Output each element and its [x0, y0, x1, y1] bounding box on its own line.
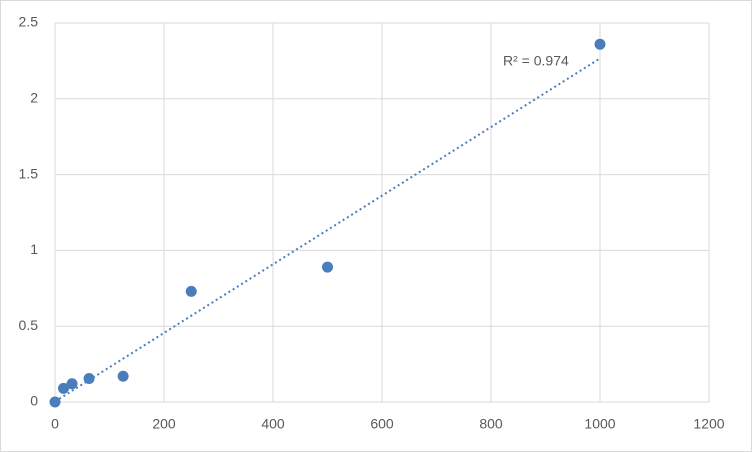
point: [117, 370, 129, 382]
trendline: [54, 57, 601, 403]
annotation: R² = 0.974: [503, 53, 569, 69]
x-tick-label: 1200: [693, 416, 724, 432]
point: [185, 285, 197, 297]
point: [66, 378, 78, 390]
y-tick-label: 0: [30, 393, 38, 409]
x-tick-label: 1000: [584, 416, 615, 432]
x-tick-label: 800: [479, 416, 503, 432]
x-tick-label: 400: [261, 416, 285, 432]
point: [83, 373, 95, 385]
point: [49, 396, 61, 408]
y-tick-label: 2: [30, 90, 38, 106]
x-tick-label: 600: [370, 416, 394, 432]
y-tick-label: 1: [30, 241, 38, 257]
point: [594, 38, 606, 50]
x-tick-label: 200: [152, 416, 176, 432]
point: [322, 261, 333, 273]
point: [58, 382, 70, 394]
y-tick-label: 0.5: [19, 317, 39, 333]
y-tick-label: 1.5: [19, 165, 39, 181]
x-tick-label: 0: [51, 416, 59, 432]
y-tick-label: 2.5: [19, 14, 39, 30]
